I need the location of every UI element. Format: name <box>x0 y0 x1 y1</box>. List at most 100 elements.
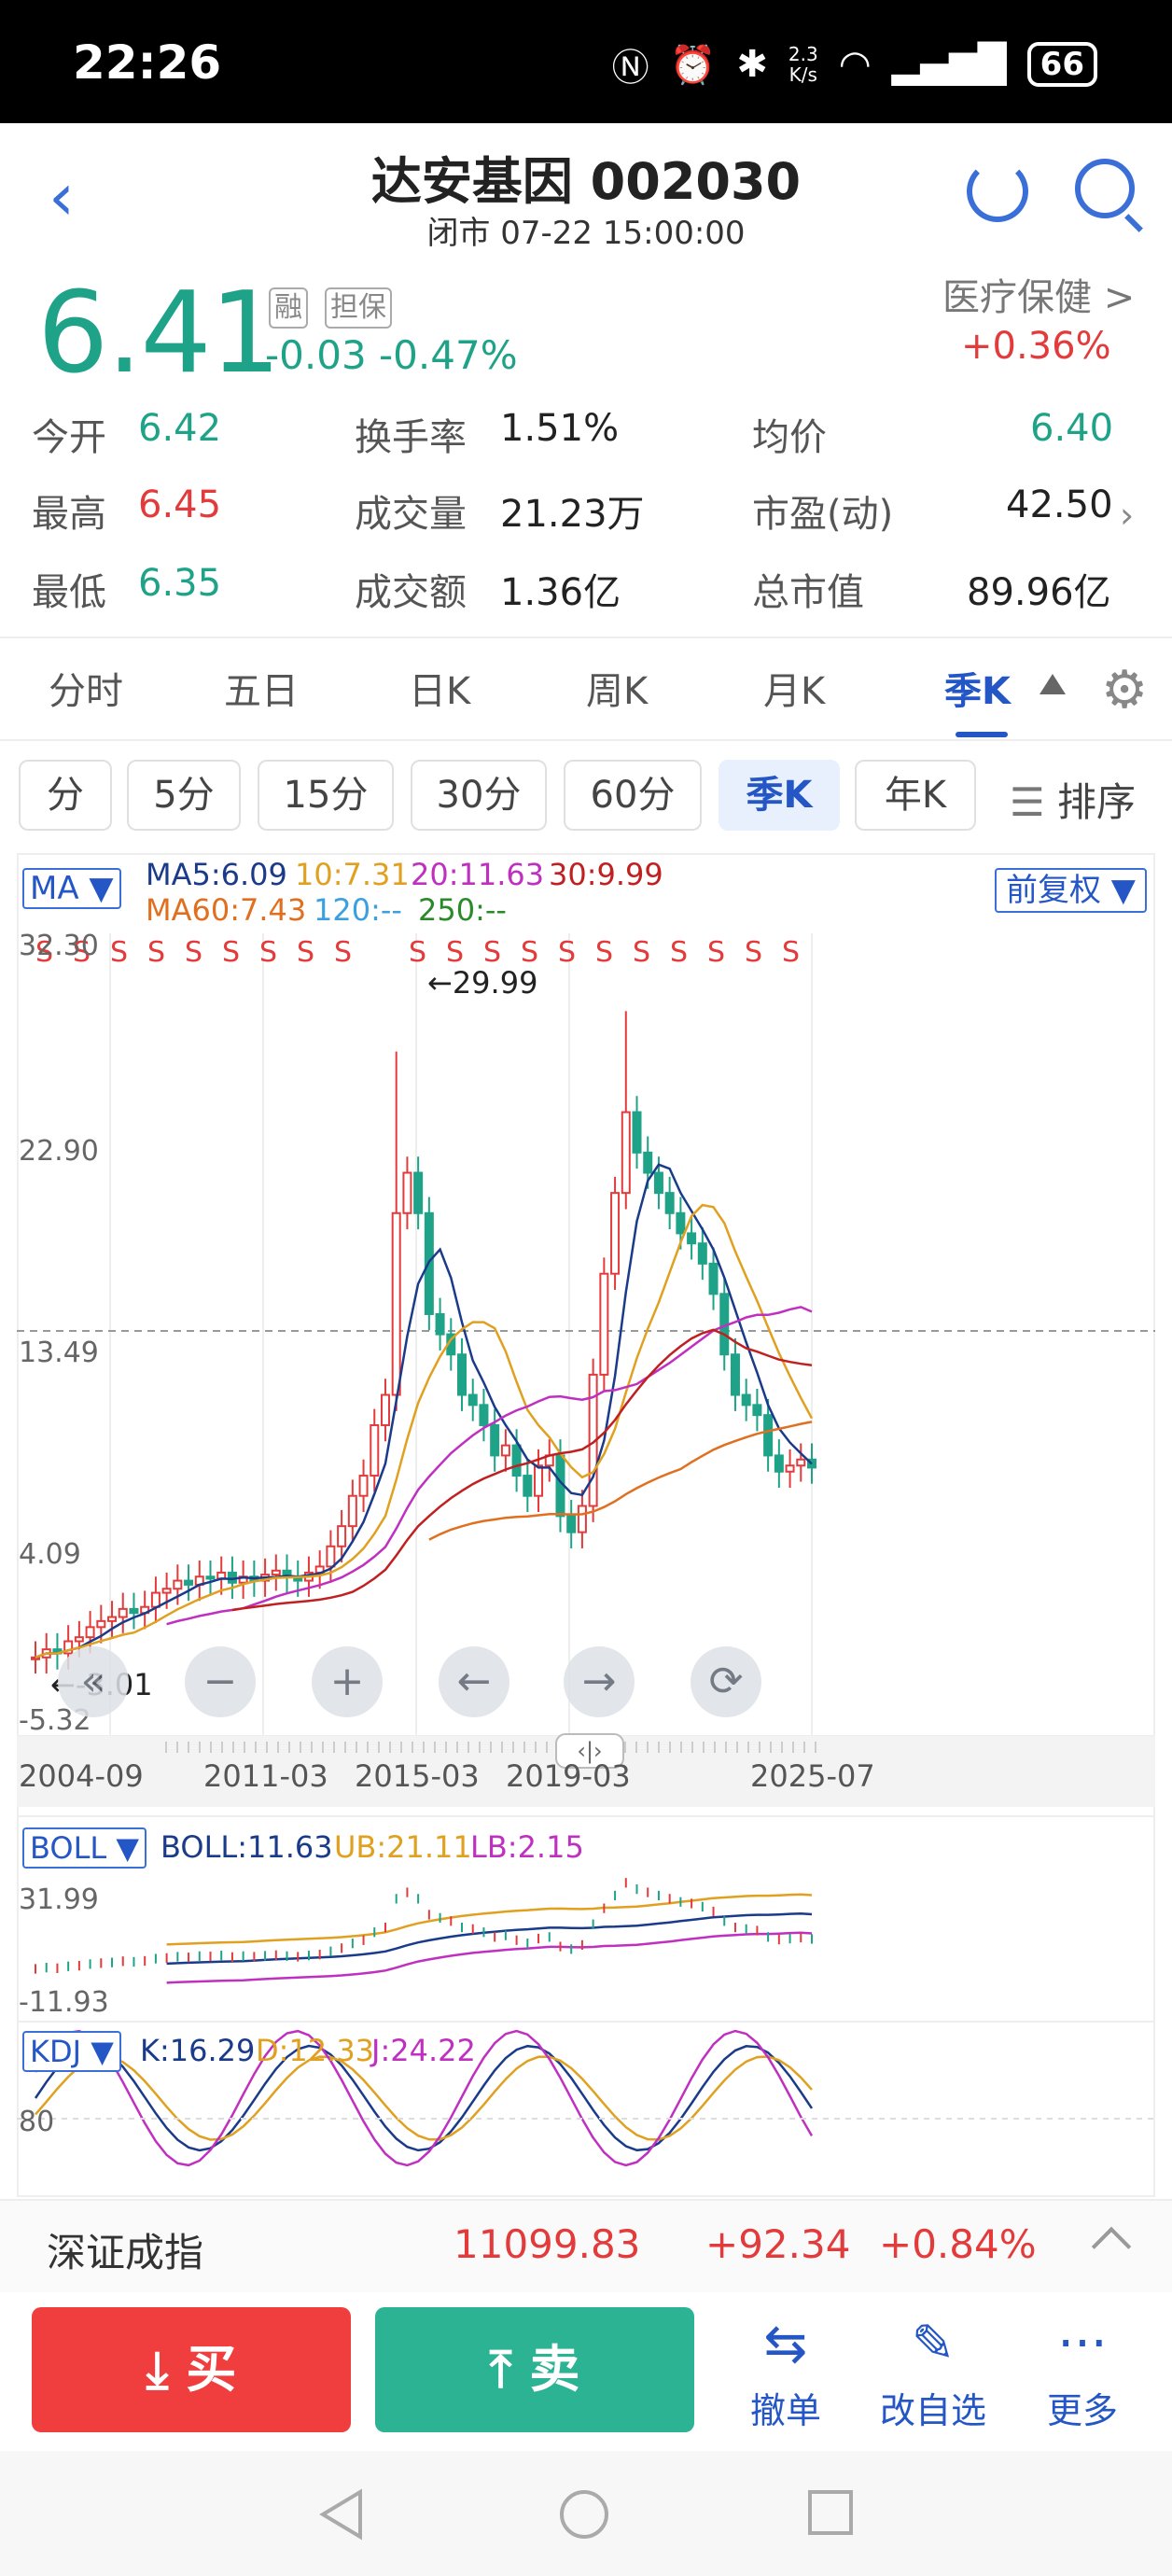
refresh-icon[interactable] <box>967 161 1028 222</box>
margin-tag: 融 <box>269 287 308 329</box>
zoom-in-icon[interactable]: + <box>312 1646 383 1717</box>
boll-line <box>166 1931 813 1984</box>
chevron-right-icon[interactable]: › <box>1120 495 1135 536</box>
arrow-left-icon[interactable]: ← <box>439 1646 509 1717</box>
s-mark: S <box>558 936 576 969</box>
subtab-30min[interactable]: 30分 <box>411 760 547 831</box>
avg-label: 均价 <box>752 416 827 459</box>
arrow-right-icon[interactable]: → <box>564 1646 635 1717</box>
nfc-icon: Ⓝ <box>611 47 649 90</box>
edit-watchlist-label: 改自选 <box>879 2390 986 2431</box>
adjust-selector[interactable]: 前复权 ▼ <box>995 868 1147 913</box>
s-mark: S <box>73 936 91 969</box>
subtab-min[interactable]: 分 <box>19 760 112 831</box>
candle-body <box>653 1171 663 1195</box>
candle-body <box>370 1423 380 1477</box>
candle-body <box>523 1475 533 1497</box>
x-label-3: 2015-03 <box>355 1758 480 1794</box>
buy-button[interactable]: ⤓ 买 <box>32 2307 351 2432</box>
caret-up-icon[interactable] <box>1039 674 1066 694</box>
candle-body <box>467 1393 478 1407</box>
subtab-year[interactable]: 年K <box>855 760 976 831</box>
candle-body <box>85 1626 95 1639</box>
amount-value: 1.36亿 <box>500 571 621 614</box>
index-name: 深证成指 <box>47 2230 204 2275</box>
tab-daily-k[interactable]: 日K <box>409 670 471 713</box>
tab-intraday[interactable]: 分时 <box>49 670 123 713</box>
sell-button[interactable]: ⤒ 卖 <box>375 2307 694 2432</box>
more-button[interactable]: ··· 更多 <box>1017 2307 1148 2433</box>
boll-y-max: 31.99 <box>19 1883 99 1916</box>
ma5-value: MA5:6.09 <box>146 857 287 892</box>
s-mark: S <box>595 936 613 969</box>
s-mark: S <box>782 936 800 969</box>
search-icon[interactable] <box>1075 159 1135 218</box>
nav-home-icon[interactable] <box>558 2488 610 2541</box>
status-icons: Ⓝ ⏰ ✱ 2.3 K/s ◠ ▂▄▆█ 66 <box>612 37 1097 91</box>
scroll-left-icon[interactable]: « <box>58 1646 129 1717</box>
subtab-15min[interactable]: 15分 <box>258 760 394 831</box>
subtab-60min[interactable]: 60分 <box>564 760 702 831</box>
candle-body <box>435 1312 445 1336</box>
ma-line <box>231 1328 813 1612</box>
subtab-quarter[interactable]: 季K <box>719 760 840 831</box>
kdj-y-80: 80 <box>19 2106 55 2138</box>
s-mark: S <box>35 936 53 969</box>
candle-body <box>752 1404 762 1417</box>
cancel-order-icon: ⇆ <box>763 2314 808 2374</box>
tab-five-day[interactable]: 五日 <box>224 670 299 713</box>
subtab-5min[interactable]: 5分 <box>127 760 241 831</box>
candle-body <box>184 1579 194 1586</box>
tab-weekly-k[interactable]: 周K <box>586 670 649 713</box>
turnover-value: 1.51% <box>500 407 620 450</box>
candle-body <box>796 1458 806 1467</box>
ma120-value: 120:-- <box>314 892 402 928</box>
signal-icon: ▂▄▆█ <box>891 43 1007 86</box>
candle-body <box>457 1353 467 1396</box>
candle-body <box>402 1171 412 1214</box>
candle-body <box>599 1272 609 1376</box>
divider <box>0 637 1172 638</box>
candle-body <box>785 1464 795 1473</box>
candle-body <box>610 1192 621 1275</box>
gear-icon[interactable]: ⚙ <box>1101 660 1149 721</box>
candle-body <box>118 1607 128 1618</box>
candle-body <box>534 1464 544 1497</box>
rotate-icon[interactable]: ⟳ <box>691 1646 761 1717</box>
nav-back-icon[interactable] <box>317 2488 364 2541</box>
amount-label: 成交额 <box>355 571 467 614</box>
bluetooth-icon: ✱ <box>736 43 768 86</box>
collateral-tag: 担保 <box>325 287 392 329</box>
status-bar: 22:26 Ⓝ ⏰ ✱ 2.3 K/s ◠ ▂▄▆█ 66 <box>0 0 1172 123</box>
tab-monthly-k[interactable]: 月K <box>763 670 826 713</box>
kdj-selector[interactable]: KDJ ▼ <box>22 2031 121 2072</box>
candle-body <box>643 1151 653 1174</box>
index-percent: +0.84% <box>879 2221 1037 2267</box>
chart-panel[interactable] <box>17 853 1155 2197</box>
low-label: 最低 <box>32 571 106 614</box>
cancel-order-button[interactable]: ⇆ 撤单 <box>720 2307 851 2433</box>
back-icon[interactable]: ‹ <box>49 159 75 235</box>
ma-lines <box>35 1163 814 1659</box>
timeline-handle[interactable] <box>555 1733 624 1769</box>
candle-body <box>763 1414 774 1457</box>
candle-body <box>391 1211 401 1396</box>
s-mark: S <box>259 936 277 969</box>
candle-body <box>63 1640 74 1655</box>
x-label-2: 2011-03 <box>203 1758 328 1794</box>
nav-recents-icon[interactable] <box>806 2488 855 2537</box>
sector-link[interactable]: 医疗保健 > <box>942 276 1136 319</box>
tab-quarterly-k[interactable]: 季K <box>944 670 1011 713</box>
y-label-2: 22.90 <box>19 1135 99 1168</box>
x-label-1: 2004-09 <box>19 1758 144 1794</box>
ma-selector[interactable]: MA ▼ <box>22 868 121 909</box>
edit-watchlist-button[interactable]: ✎ 改自选 <box>868 2307 998 2433</box>
ma-line <box>428 1421 813 1541</box>
timeline-ticks <box>165 1742 816 1753</box>
boll-selector[interactable]: BOLL ▼ <box>22 1827 147 1869</box>
sort-button[interactable]: ☰ 排序 <box>1010 771 1136 828</box>
s-mark: S <box>745 936 762 969</box>
index-bar[interactable] <box>0 2199 1172 2292</box>
index-change: +92.34 <box>705 2221 851 2267</box>
zoom-out-icon[interactable]: − <box>185 1646 256 1717</box>
